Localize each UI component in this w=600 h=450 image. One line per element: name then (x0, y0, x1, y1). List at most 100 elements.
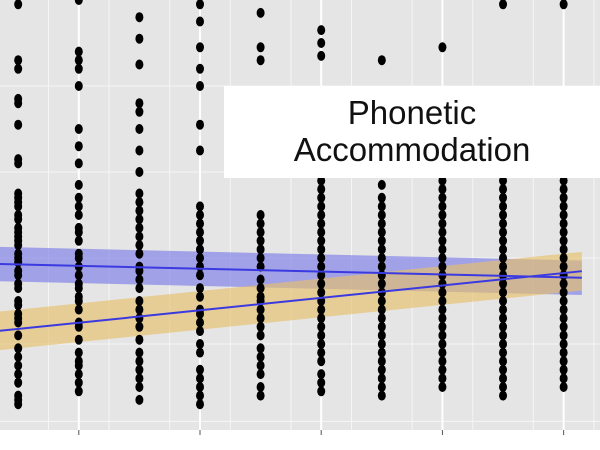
data-point (196, 291, 204, 302)
data-point (438, 42, 447, 53)
data-point (499, 244, 508, 255)
data-point (196, 119, 204, 130)
data-point (438, 364, 447, 375)
trend-line-1 (0, 263, 582, 279)
data-point (377, 321, 386, 332)
data-point (74, 347, 83, 358)
data-point (317, 278, 326, 289)
data-point (317, 347, 326, 358)
data-point (317, 321, 326, 332)
data-point (438, 356, 447, 367)
data-point (377, 210, 386, 220)
data-point (438, 253, 447, 263)
data-point (196, 16, 204, 27)
data-point (317, 253, 326, 263)
data-point (438, 218, 447, 229)
data-point (377, 192, 386, 203)
data-point (499, 0, 508, 10)
data-point (438, 278, 447, 289)
data-point (559, 227, 568, 238)
data-point (135, 296, 144, 306)
data-point (377, 347, 386, 358)
data-point (196, 270, 204, 281)
data-point (499, 192, 508, 203)
data-point (499, 253, 508, 263)
data-point (559, 235, 568, 246)
data-point (196, 201, 204, 212)
data-point (559, 210, 568, 220)
data-point (196, 382, 204, 392)
data-point (256, 235, 265, 246)
data-point (74, 55, 83, 66)
data-point (196, 339, 204, 349)
data-point (256, 274, 265, 285)
data-point (256, 330, 265, 341)
data-point (499, 278, 508, 289)
data-point (196, 145, 204, 156)
data-point (196, 347, 204, 358)
data-point (14, 257, 23, 268)
data-point (377, 313, 386, 324)
data-point (438, 244, 447, 255)
data-point (377, 179, 386, 190)
data-point (499, 364, 508, 375)
data-point (256, 390, 265, 401)
data-point (438, 347, 447, 358)
data-point (135, 240, 144, 251)
data-point (377, 261, 386, 272)
data-point (74, 304, 83, 315)
data-point (499, 347, 508, 358)
data-point (74, 321, 83, 332)
data-point (135, 274, 144, 285)
data-point (499, 304, 508, 315)
data-point (14, 300, 23, 311)
data-point (499, 296, 508, 306)
data-point (135, 283, 144, 294)
data-point (14, 369, 23, 380)
data-point (317, 313, 326, 324)
data-point (74, 81, 83, 91)
data-point (14, 330, 23, 341)
data-point (74, 158, 83, 169)
data-point (559, 330, 568, 341)
data-point (196, 218, 204, 229)
data-point (559, 270, 568, 281)
data-point (499, 201, 508, 212)
data-point (74, 377, 83, 388)
data-point (377, 227, 386, 238)
data-point (317, 304, 326, 315)
data-point (74, 201, 83, 212)
data-point (256, 227, 265, 238)
data-point (317, 330, 326, 341)
data-point (74, 0, 83, 5)
data-point (14, 214, 23, 225)
data-point (135, 145, 144, 156)
data-point (559, 261, 568, 272)
data-point (317, 261, 326, 272)
data-point (317, 184, 326, 195)
data-point (499, 287, 508, 298)
data-point (256, 351, 265, 362)
data-point (499, 313, 508, 324)
data-point (135, 167, 144, 177)
data-point (499, 184, 508, 195)
data-point (14, 63, 23, 74)
data-point (377, 382, 386, 392)
data-point (196, 326, 204, 337)
data-point (256, 382, 265, 392)
data-point (196, 81, 204, 91)
chart-title-line-2: Accommodation (293, 131, 531, 168)
data-point (196, 317, 204, 328)
chart-title-line-1: Phonetic (347, 94, 477, 132)
data-point (135, 197, 144, 208)
data-point (317, 377, 326, 388)
chart-title-box: Phonetic Accommodation (224, 86, 600, 178)
data-point (196, 364, 204, 375)
data-point (317, 244, 326, 255)
data-point (256, 253, 265, 263)
data-point (559, 382, 568, 392)
data-point (135, 106, 144, 117)
data-point (377, 373, 386, 384)
data-point (14, 158, 23, 169)
data-point (135, 231, 144, 242)
